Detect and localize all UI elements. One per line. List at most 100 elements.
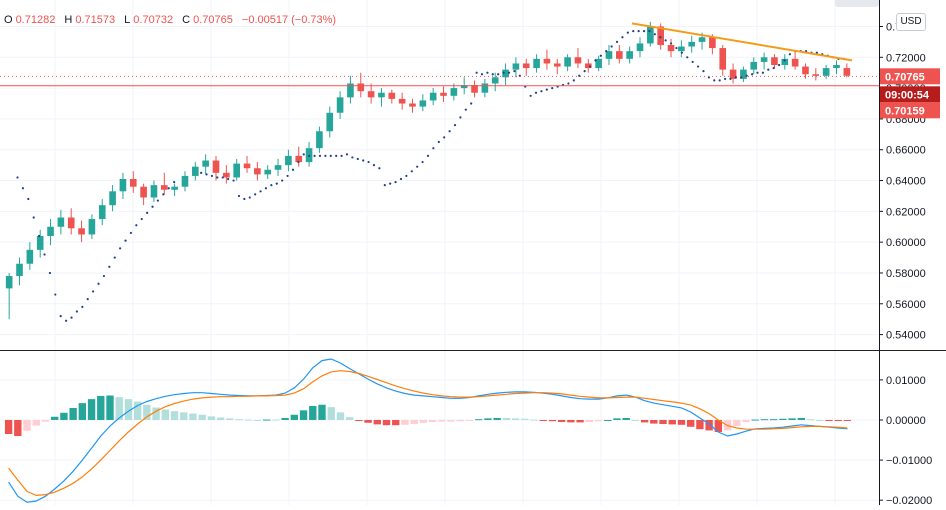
sar-dot [534, 91, 538, 94]
price-pane[interactable] [0, 21, 879, 322]
candle-body [254, 168, 261, 175]
sar-dot [626, 31, 629, 34]
histogram-bar [115, 397, 123, 420]
sar-dot [502, 71, 505, 74]
candle-body [98, 205, 106, 220]
sar-dot [65, 319, 68, 322]
sar-dot [756, 71, 759, 74]
histogram-bar [382, 419, 391, 426]
sar-dot [529, 94, 532, 97]
sar-dot [302, 153, 305, 156]
sar-dot [815, 51, 818, 54]
histogram-bar [548, 419, 557, 422]
sar-dot [167, 187, 170, 190]
sar-dot [254, 193, 257, 196]
histogram-bar [816, 419, 824, 421]
high-value: H 0.71573 [64, 14, 118, 26]
histogram-bar [180, 412, 188, 420]
candle-body [760, 57, 768, 62]
sar-dot [659, 36, 662, 39]
candle-body [553, 63, 561, 67]
sar-dot [416, 165, 419, 168]
histogram-bar [742, 419, 750, 422]
sar-dot [281, 179, 284, 182]
histogram-bar [345, 417, 354, 420]
candle-body [740, 69, 747, 79]
sar-dot [605, 50, 608, 53]
pane-resize-handle[interactable] [835, 0, 879, 7]
candle-body [140, 186, 147, 198]
candle-body [440, 92, 447, 96]
histogram-bar [677, 419, 686, 425]
sar-dot [713, 79, 716, 82]
price-tick-label: 0.62000 [886, 206, 926, 218]
change-value: −0.00517 (−0.73%) [241, 14, 337, 26]
candle-body [626, 51, 633, 59]
sar-dot [389, 182, 392, 185]
sar-dot [108, 265, 111, 268]
sar-dot [664, 39, 667, 42]
histogram-bar [207, 416, 216, 420]
sar-dot [432, 147, 435, 150]
candle-body [274, 165, 282, 170]
open-key: O [4, 14, 13, 26]
trendline [631, 22, 853, 62]
candle-body [584, 63, 592, 69]
sar-dot [92, 290, 95, 293]
sar-dot [761, 71, 764, 74]
currency-button[interactable]: USD [896, 13, 926, 31]
candle-body [564, 57, 571, 67]
sar-dot [394, 180, 397, 184]
candle-body [460, 85, 468, 89]
histogram-bar [14, 419, 22, 437]
histogram-bar [355, 419, 363, 421]
sar-dot [264, 187, 268, 190]
candle-body [357, 83, 365, 92]
histogram-bar [189, 413, 197, 420]
sar-dot [75, 310, 79, 313]
candle-body [812, 74, 820, 76]
sar-dot [146, 211, 149, 214]
sar-dot [464, 108, 467, 111]
candle-body [512, 63, 520, 70]
sar-dot [362, 159, 365, 162]
histogram-bar [760, 419, 769, 421]
candle-body [160, 185, 168, 190]
price-tick-label: 0.72000 [886, 52, 926, 64]
histogram-bar [659, 419, 667, 424]
histogram-bar [806, 419, 815, 421]
sar-dot [124, 239, 127, 242]
sar-dot [345, 153, 349, 156]
histogram-bar [124, 399, 133, 420]
candle-body [781, 58, 789, 65]
sar-dot [140, 217, 143, 221]
histogram-bar [622, 417, 630, 420]
sar-dot [286, 174, 289, 178]
histogram-bar [78, 403, 87, 420]
candle-body [647, 26, 654, 44]
candle-body [88, 219, 96, 235]
price-tick-label: 0.54000 [886, 330, 926, 342]
candle-body [264, 169, 272, 175]
sar-dot [669, 42, 673, 45]
candle-body [388, 92, 396, 99]
macd-tick-label: −0.02000 [886, 495, 932, 505]
candle-body [243, 163, 251, 169]
candle-body [791, 58, 799, 67]
histogram-bar [69, 407, 77, 420]
candle-body [833, 65, 840, 69]
macd-pane[interactable] [4, 358, 852, 503]
sar-dot [151, 205, 154, 208]
candle-body [616, 51, 623, 59]
candle-body [223, 172, 230, 178]
sar-dot [443, 136, 446, 139]
sar-dot [648, 30, 651, 33]
histogram-bar [318, 404, 326, 420]
candle-body [295, 155, 303, 163]
histogram-bar [604, 419, 612, 421]
histogram-bar [226, 418, 234, 420]
macd-tick-label: 0.01000 [886, 375, 926, 387]
